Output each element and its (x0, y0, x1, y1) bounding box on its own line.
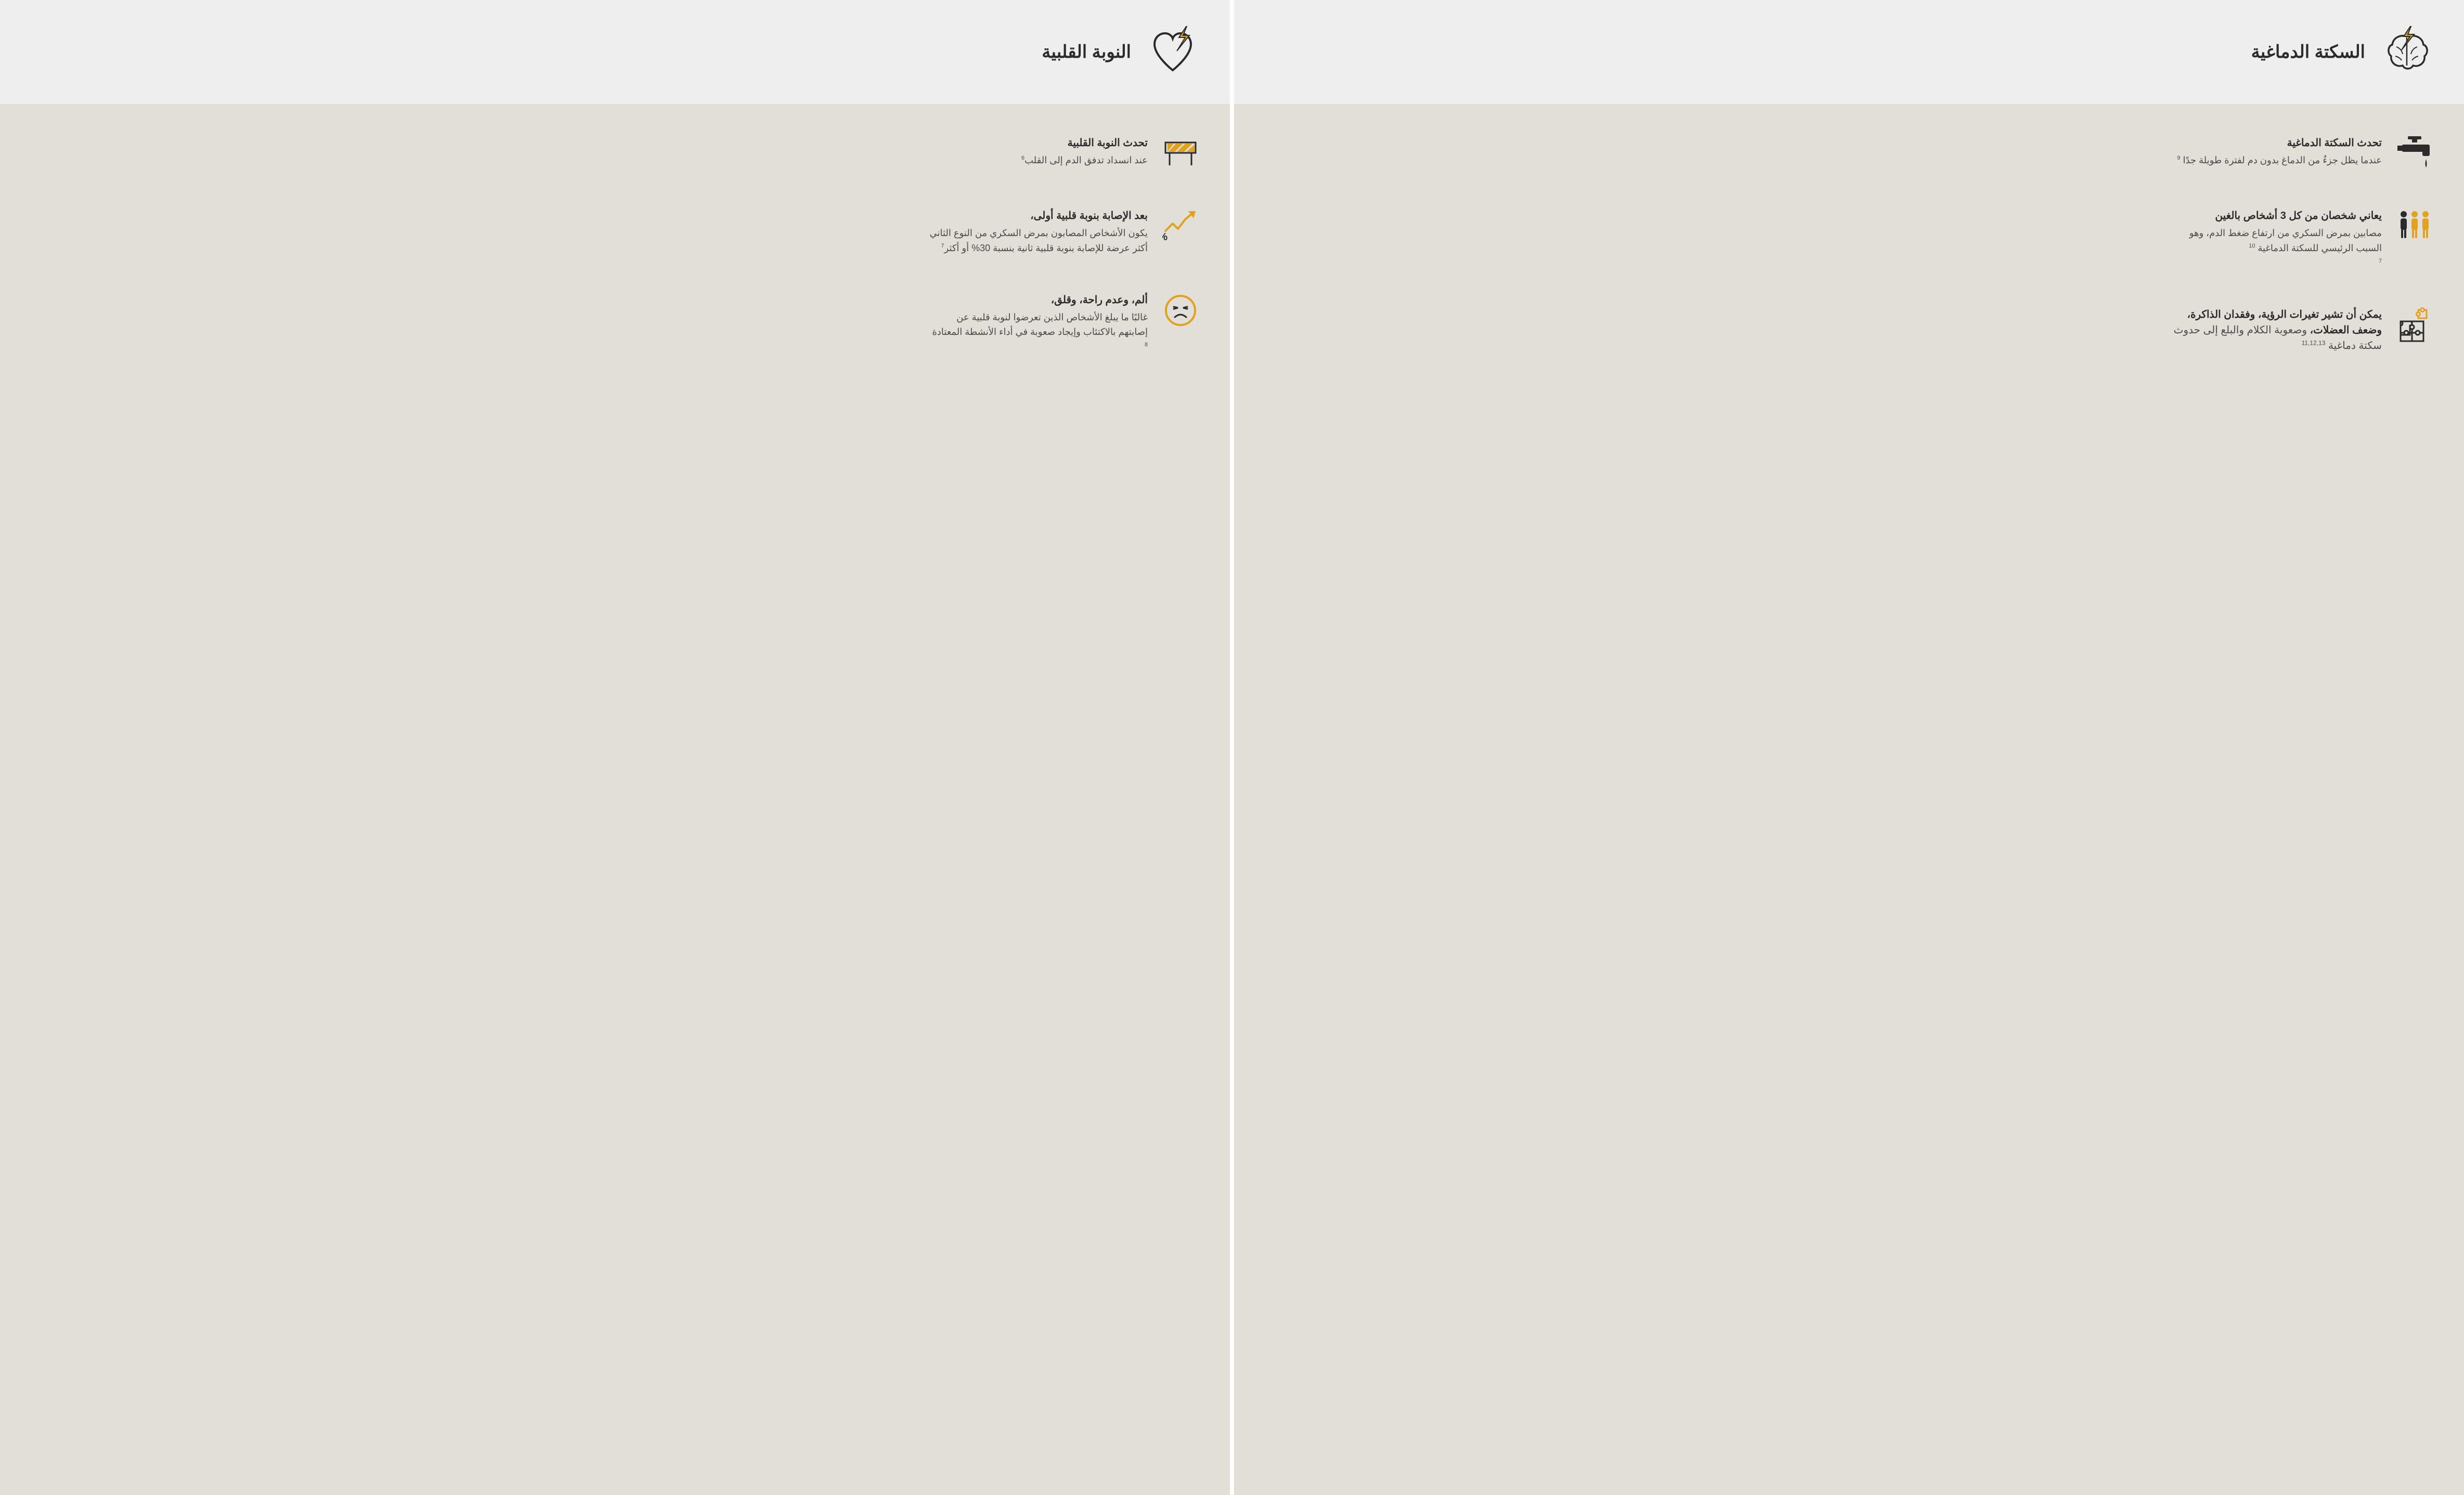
stroke-item-1-title: تحدث السكتة الدماغية (2163, 135, 2382, 151)
stroke-item-2-title: يعاني شخصان من كل 3 أشخاص بالغين (2163, 208, 2382, 224)
puzzle-icon (2396, 307, 2433, 343)
stroke-item-1-text: تحدث السكتة الدماغية عندما يظل جزءٌ من ا… (2163, 135, 2382, 168)
heart-header-title: النوبة القلبية (1042, 42, 1131, 62)
heart-item-3-title: ألم، وعدم راحة، وقلق، (929, 292, 1148, 308)
faucet-icon (2396, 135, 2433, 172)
trend-30-icon: 30% (1162, 208, 1199, 244)
stroke-item-3-text: يمكن أن تشير تغيرات الرؤية، وفقدان الذاك… (2163, 307, 2382, 356)
heart-item-2-body: يكون الأشخاص المصابون بمرض السكري من الن… (929, 226, 1148, 256)
stroke-item-2-body: مصابين بمرض السكري من ارتفاع ضغط الدم، و… (2163, 226, 2382, 270)
infographic-container: النوبة القلبية تحدث النوبة القلب (0, 0, 2464, 1495)
stroke-column: السكتة الدماغية تحدث السكتة الدماغية (1232, 0, 2464, 1495)
people-three-icon (2396, 208, 2433, 244)
barrier-icon (1162, 135, 1199, 172)
stroke-body: تحدث السكتة الدماغية عندما يظل جزءٌ من ا… (1234, 104, 2464, 1495)
heart-body: تحدث النوبة القلبية عند انسداد تدفق الدم… (0, 104, 1230, 1495)
brain-bolt-icon (2381, 26, 2433, 78)
heart-attack-column: النوبة القلبية تحدث النوبة القلب (0, 0, 1232, 1495)
heart-item-1-body: عند انسداد تدفق الدم إلى القلب6 (929, 153, 1148, 168)
stroke-item-3: يمكن أن تشير تغيرات الرؤية، وفقدان الذاك… (1265, 307, 2433, 356)
heart-bolt-icon (1147, 26, 1199, 78)
heart-item-1: تحدث النوبة القلبية عند انسداد تدفق الدم… (31, 135, 1199, 172)
stroke-item-1: تحدث السكتة الدماغية عندما يظل جزءٌ من ا… (1265, 135, 2433, 172)
heart-item-2-text: بعد الإصابة بنوبة قلبية أولى، يكون الأشخ… (929, 208, 1148, 256)
heart-item-3-text: ألم، وعدم راحة، وقلق، غالبًا ما يبلغ الأ… (929, 292, 1148, 355)
sad-face-icon (1162, 292, 1199, 329)
heart-item-3-body: غالبًا ما يبلغ الأشخاص الذين تعرضوا لنوب… (929, 310, 1148, 355)
stroke-item-3-title: يمكن أن تشير تغيرات الرؤية، وفقدان الذاك… (2163, 307, 2382, 354)
heart-item-2-title: بعد الإصابة بنوبة قلبية أولى، (929, 208, 1148, 224)
heart-item-2: 30% بعد الإصابة بنوبة قلبية أولى، يكون ا… (31, 208, 1199, 256)
svg-text:30%: 30% (1162, 231, 1168, 243)
heart-item-1-title: تحدث النوبة القلبية (929, 135, 1148, 151)
stroke-item-2: يعاني شخصان من كل 3 أشخاص بالغين مصابين … (1265, 208, 2433, 270)
heart-item-3: ألم، وعدم راحة، وقلق، غالبًا ما يبلغ الأ… (31, 292, 1199, 355)
stroke-item-2-text: يعاني شخصان من كل 3 أشخاص بالغين مصابين … (2163, 208, 2382, 270)
heart-item-1-text: تحدث النوبة القلبية عند انسداد تدفق الدم… (929, 135, 1148, 168)
stroke-header: السكتة الدماغية (1234, 0, 2464, 104)
heart-header: النوبة القلبية (0, 0, 1230, 104)
stroke-header-title: السكتة الدماغية (2251, 42, 2365, 62)
stroke-item-1-body: عندما يظل جزءٌ من الدماغ بدون دم لفترة ط… (2163, 153, 2382, 168)
